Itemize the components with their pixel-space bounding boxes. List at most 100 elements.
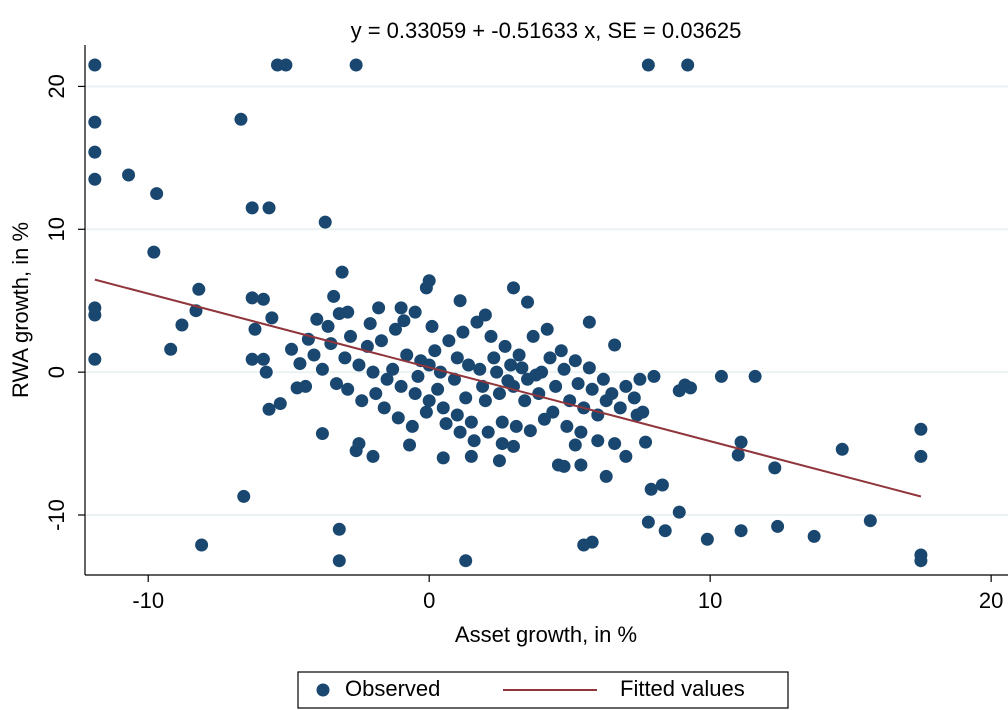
- point: [369, 387, 383, 401]
- point: [585, 535, 599, 549]
- point: [279, 58, 293, 72]
- point: [647, 369, 661, 383]
- point: [262, 201, 276, 215]
- point: [636, 405, 650, 419]
- point: [394, 379, 408, 393]
- point: [372, 301, 386, 315]
- point: [599, 394, 613, 408]
- point: [442, 334, 456, 348]
- point: [436, 401, 450, 415]
- point: [419, 281, 433, 295]
- point: [608, 437, 622, 451]
- point: [88, 172, 102, 186]
- point: [88, 115, 102, 129]
- point: [492, 454, 506, 468]
- point: [377, 401, 391, 415]
- point: [332, 554, 346, 568]
- point: [470, 315, 484, 329]
- point: [608, 338, 622, 352]
- point: [596, 372, 610, 386]
- fit-line: [94, 278, 922, 498]
- point: [492, 387, 506, 401]
- point: [352, 358, 366, 372]
- point: [481, 425, 495, 439]
- point: [613, 401, 627, 415]
- point: [464, 415, 478, 429]
- point: [391, 411, 405, 425]
- point: [422, 394, 436, 408]
- point: [403, 438, 417, 452]
- point: [506, 439, 520, 453]
- point: [554, 344, 568, 358]
- point: [526, 329, 540, 343]
- point: [335, 265, 349, 279]
- point: [748, 369, 762, 383]
- point: [237, 489, 251, 503]
- point: [714, 369, 728, 383]
- point: [582, 361, 596, 375]
- legend-label: Fitted values: [620, 676, 745, 701]
- point: [88, 145, 102, 159]
- point: [478, 394, 492, 408]
- point: [450, 408, 464, 422]
- point: [490, 365, 504, 379]
- point: [574, 458, 588, 472]
- point: [473, 362, 487, 376]
- point: [863, 514, 877, 528]
- y-tick-label: 10: [44, 217, 69, 241]
- point: [453, 294, 467, 308]
- point: [341, 382, 355, 396]
- point: [574, 425, 588, 439]
- legend-label: Observed: [345, 676, 440, 701]
- point: [521, 295, 535, 309]
- point: [329, 377, 343, 391]
- point: [248, 322, 262, 336]
- point: [914, 449, 928, 463]
- point: [318, 215, 332, 229]
- point: [234, 112, 248, 126]
- point: [262, 402, 276, 416]
- point: [501, 374, 515, 388]
- point: [175, 318, 189, 332]
- point: [678, 378, 692, 392]
- point: [627, 391, 641, 405]
- point: [245, 291, 259, 305]
- point: [419, 405, 433, 419]
- point: [164, 342, 178, 356]
- point: [655, 478, 669, 492]
- point: [639, 435, 653, 449]
- point: [315, 427, 329, 441]
- point: [147, 245, 161, 259]
- point: [431, 382, 445, 396]
- point: [768, 461, 782, 475]
- point: [658, 524, 672, 538]
- x-tick-label: -10: [132, 588, 164, 613]
- point: [355, 394, 369, 408]
- y-tick-label: 20: [44, 74, 69, 98]
- point: [349, 444, 363, 458]
- point: [560, 419, 574, 433]
- point: [509, 419, 523, 433]
- point: [256, 352, 270, 366]
- y-axis-title: RWA growth, in %: [8, 222, 33, 398]
- point: [366, 365, 380, 379]
- chart-title: y = 0.33059 + -0.51633 x, SE = 0.03625: [351, 18, 742, 43]
- point: [195, 538, 209, 552]
- point: [543, 351, 557, 365]
- point: [400, 348, 414, 362]
- point: [88, 352, 102, 366]
- point: [672, 505, 686, 519]
- point: [807, 529, 821, 543]
- point: [644, 482, 658, 496]
- point: [571, 377, 585, 391]
- point: [459, 554, 473, 568]
- point: [462, 358, 476, 372]
- point: [633, 372, 647, 386]
- point: [310, 312, 324, 326]
- point: [734, 524, 748, 538]
- point: [506, 281, 520, 295]
- point: [265, 311, 279, 325]
- point: [344, 329, 358, 343]
